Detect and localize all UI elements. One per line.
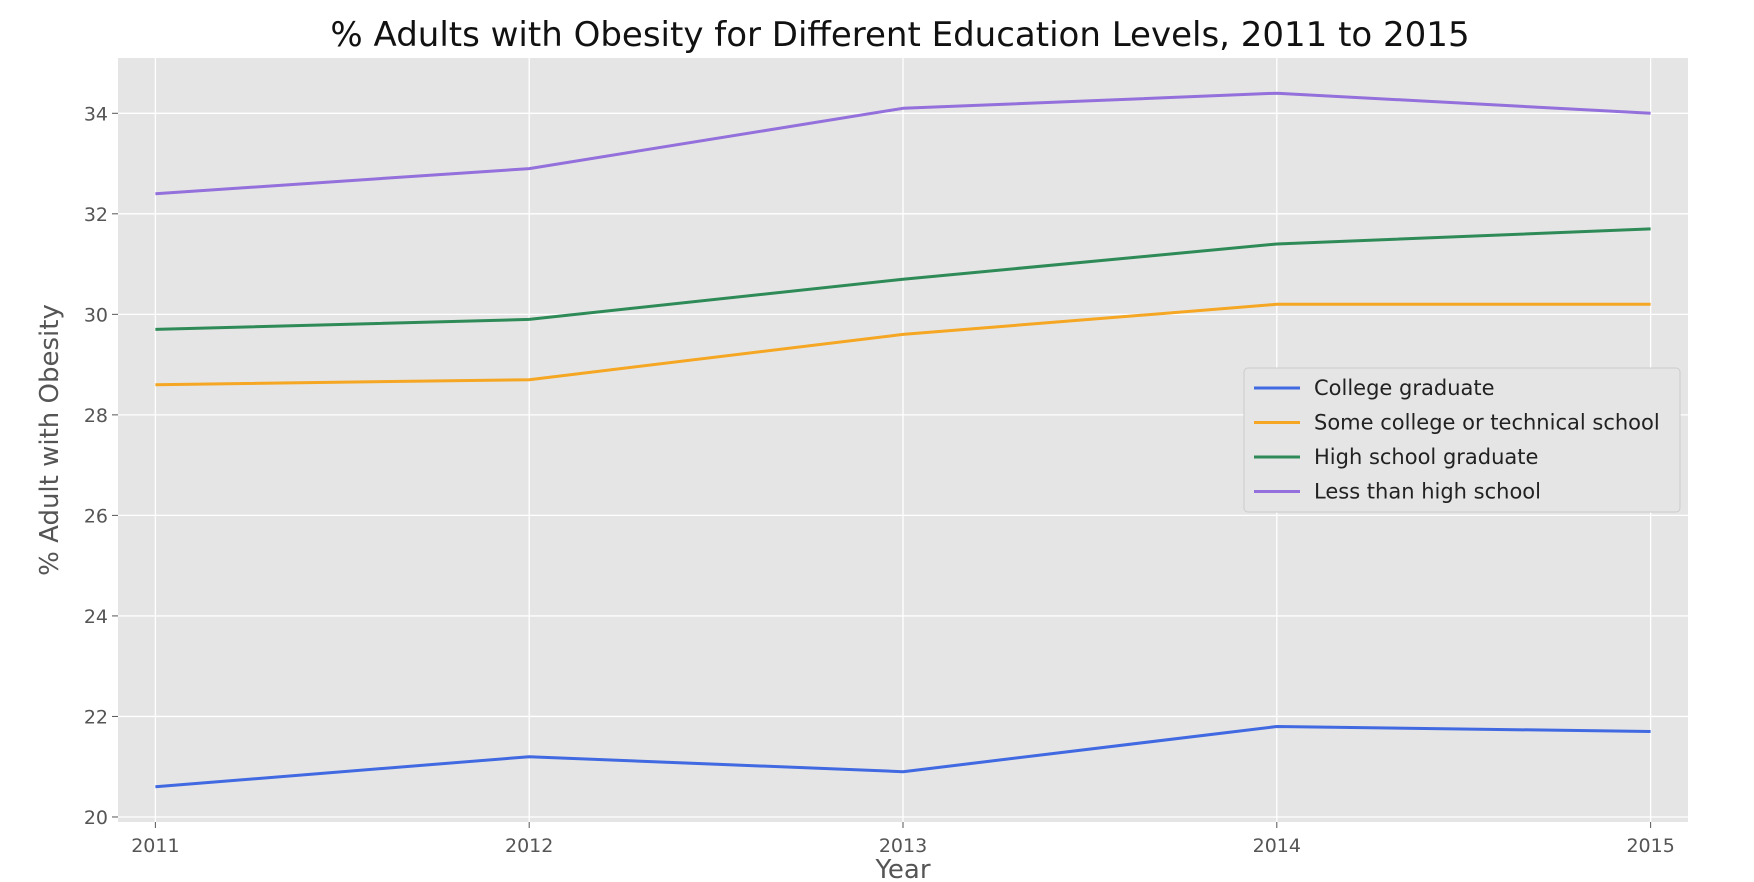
- y-tick-label: 22: [84, 706, 108, 728]
- series-line: [155, 91, 1651, 196]
- series-line: [155, 227, 1651, 331]
- y-tick-label: 24: [84, 606, 108, 628]
- series-line: [155, 725, 1651, 789]
- grid: [118, 58, 1688, 822]
- x-axis-ticks: 2011 2012 2013 2014 2015: [131, 822, 1675, 857]
- x-tick-label: 2012: [505, 835, 553, 857]
- x-tick-label: 2014: [1253, 835, 1301, 857]
- x-tick-label: 2011: [131, 835, 179, 857]
- y-tick-label: 32: [84, 204, 108, 226]
- y-tick-label: 20: [84, 807, 108, 829]
- legend-entry: Some college or technical school: [1314, 411, 1660, 435]
- y-tick-label: 26: [84, 505, 108, 527]
- y-tick-label: 34: [84, 103, 108, 125]
- legend-entry: Less than high school: [1314, 480, 1541, 504]
- x-tick-label: 2013: [879, 835, 927, 857]
- chart-title: % Adults with Obesity for Different Educ…: [330, 15, 1469, 55]
- legend-box: [1243, 367, 1681, 513]
- series-line: [155, 302, 1651, 387]
- y-tick-label: 28: [84, 405, 108, 427]
- legend-entry: High school graduate: [1314, 445, 1538, 469]
- legend: College graduate Some college or technica…: [1243, 367, 1681, 513]
- y-tick-label: 30: [84, 304, 108, 326]
- series-lines: [155, 91, 1651, 789]
- y-axis-ticks: 20 22 24 26 28 30 32 34: [84, 103, 118, 829]
- x-axis-label: Year: [874, 855, 930, 882]
- y-axis-label: % Adult with Obesity: [35, 304, 65, 576]
- legend-entry: College graduate: [1314, 376, 1495, 400]
- x-tick-label: 2015: [1626, 835, 1674, 857]
